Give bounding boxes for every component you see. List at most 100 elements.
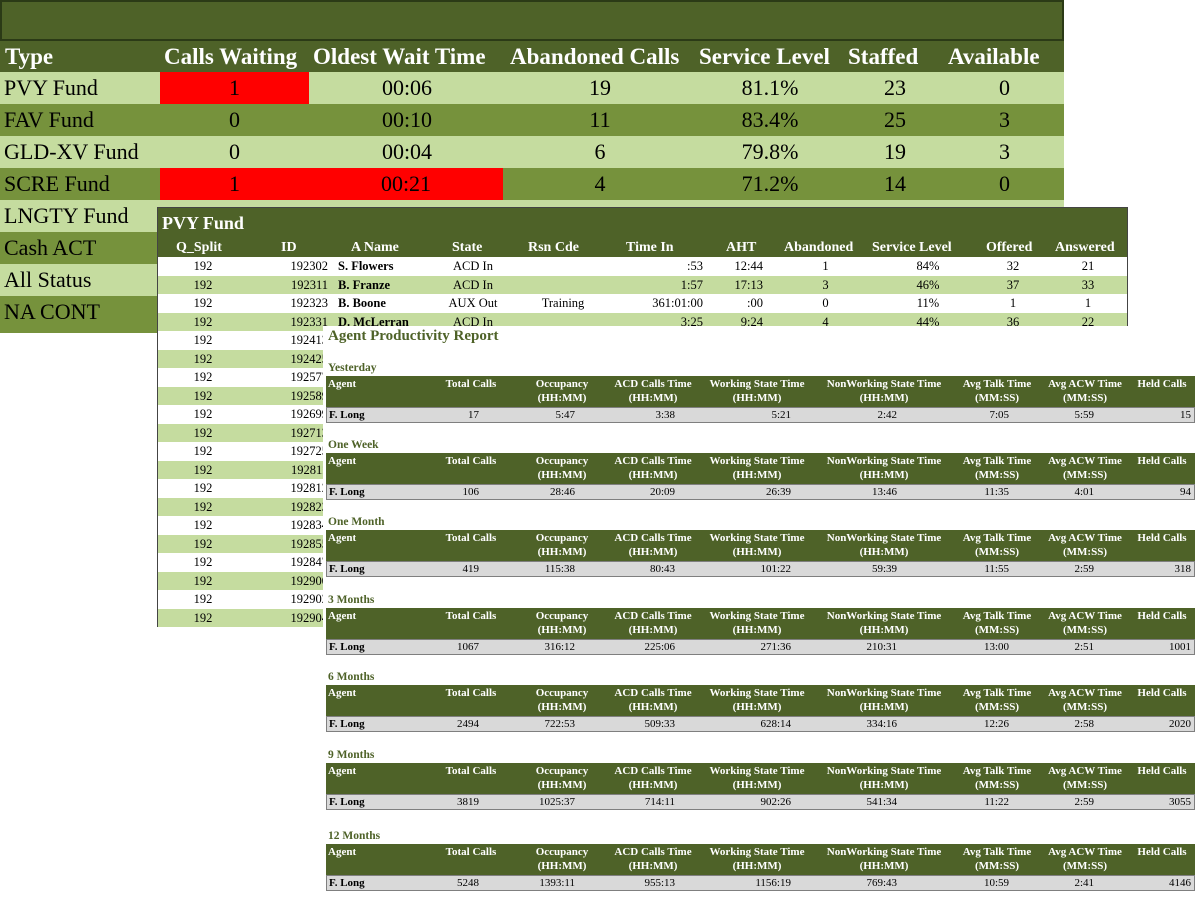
report-value: 902:26 bbox=[760, 796, 791, 808]
report-value: 3:38 bbox=[655, 409, 675, 421]
agent-q-split: 192 bbox=[193, 333, 213, 347]
report-col-header-line2: (HH:MM) bbox=[859, 392, 909, 404]
agent-q-split: 192 bbox=[193, 407, 213, 421]
agent-q-split: 192 bbox=[193, 536, 213, 551]
header-service-level: Service Level bbox=[699, 44, 830, 69]
report-col-header: Total Calls bbox=[426, 764, 516, 778]
report-col-header: Avg Talk Time (MM:SS) bbox=[954, 845, 1040, 873]
report-col-header: NonWorking State Time (HH:MM) bbox=[816, 686, 952, 714]
report-col-header: Total Calls bbox=[426, 686, 516, 700]
report-col-header-line1: Working State Time bbox=[709, 378, 805, 390]
report-col-header-line1: Total Calls bbox=[445, 846, 497, 858]
agent-q-split: 192 bbox=[193, 259, 213, 273]
abandoned-calls: 11 bbox=[589, 107, 611, 132]
report-col-header-line2: (MM:SS) bbox=[1063, 546, 1107, 558]
report-col-header: Held Calls bbox=[1130, 531, 1194, 545]
report-col-header-line2: (MM:SS) bbox=[1063, 392, 1107, 404]
report-value: 94 bbox=[1180, 486, 1191, 498]
report-col-header-line2: (MM:SS) bbox=[1063, 860, 1107, 872]
agent-answered: 22 bbox=[1081, 314, 1095, 329]
agent-q-split: 192 bbox=[193, 462, 213, 477]
section-label: 6 Months bbox=[328, 671, 375, 683]
oldest-wait-time-alert: 00:21 bbox=[309, 168, 503, 200]
report-col-header-line2: (HH:MM) bbox=[628, 779, 678, 791]
report-col-header: Avg ACW Time (MM:SS) bbox=[1042, 764, 1128, 792]
report-value: 318 bbox=[1174, 563, 1192, 575]
report-col-header-line1: Occupancy bbox=[535, 687, 589, 699]
report-col-header-line2: (HH:MM) bbox=[859, 546, 909, 558]
agent-id: 192413 bbox=[290, 333, 329, 347]
report-col-header: Held Calls bbox=[1130, 845, 1194, 859]
agent-id: 192904 bbox=[290, 610, 329, 625]
report-value: 1156:19 bbox=[755, 877, 791, 889]
report-col-header: Total Calls bbox=[426, 845, 516, 859]
agent-service-level: 46% bbox=[916, 277, 940, 292]
report-col-header: NonWorking State Time (HH:MM) bbox=[816, 764, 952, 792]
agent-time-in: 3:25 bbox=[680, 314, 703, 329]
report-data-row: F. Long 106 28:46 20:09 26:39 13:46 11:35 4:01 9… bbox=[326, 484, 1195, 500]
report-col-header-line2: (HH:MM) bbox=[628, 860, 678, 872]
section-label: 9 Months bbox=[328, 749, 375, 761]
agent-state: ACD In bbox=[453, 314, 493, 329]
report-value: 5:21 bbox=[771, 409, 791, 421]
report-col-header: Occupancy (HH:MM) bbox=[518, 609, 606, 637]
report-value: 11:22 bbox=[984, 796, 1009, 808]
report-col-header-line1: Avg Talk Time bbox=[962, 846, 1032, 858]
report-col-header-line2: (MM:SS) bbox=[1063, 701, 1107, 713]
report-col-header: Total Calls bbox=[426, 531, 516, 545]
report-value: 101:22 bbox=[760, 563, 791, 575]
report-col-header-line2: (HH:MM) bbox=[628, 392, 678, 404]
agent-id: 192855 bbox=[290, 536, 329, 551]
agent-id: 192311 bbox=[290, 277, 328, 292]
report-col-header-line2: (HH:MM) bbox=[859, 860, 909, 872]
report-value: 955:13 bbox=[644, 877, 675, 889]
report-value: 7:05 bbox=[989, 409, 1009, 421]
report-col-header-line1: Held Calls bbox=[1137, 765, 1187, 777]
header-staffed: Staffed bbox=[848, 44, 919, 69]
report-col-header-line2: (MM:SS) bbox=[1063, 624, 1107, 636]
report-value: 316:12 bbox=[544, 641, 575, 653]
report-col-header: Held Calls bbox=[1130, 686, 1194, 700]
report-col-header-line1: Avg Talk Time bbox=[962, 455, 1032, 467]
report-value: 28:46 bbox=[549, 486, 575, 498]
col-time-in: Time In bbox=[626, 240, 674, 255]
report-col-header-line2: (MM:SS) bbox=[1063, 469, 1107, 481]
report-col-header: Avg ACW Time (MM:SS) bbox=[1042, 454, 1128, 482]
agent-id: 192331 bbox=[290, 314, 329, 329]
report-value: 2:59 bbox=[1074, 563, 1094, 575]
report-col-header: Total Calls bbox=[426, 609, 516, 623]
report-table-header: Agent Total Calls Occupancy (HH:MM) ACD Call… bbox=[326, 844, 1195, 875]
report-table-header: Agent Total Calls Occupancy (HH:MM) ACD Call… bbox=[326, 685, 1195, 716]
report-col-header: Working State Time (HH:MM) bbox=[700, 377, 814, 405]
abandoned-calls: 19 bbox=[589, 75, 611, 100]
report-col-header: Held Calls bbox=[1130, 377, 1194, 391]
section-label: 3 Months bbox=[328, 594, 375, 606]
col-abandoned: Abandoned bbox=[784, 240, 854, 255]
report-col-header: ACD Calls Time (HH:MM) bbox=[608, 377, 698, 405]
report-col-header-line2: (MM:SS) bbox=[975, 779, 1019, 791]
report-value: 20:09 bbox=[649, 486, 675, 498]
agent-time-in: 1:57 bbox=[680, 277, 703, 292]
report-value: 5248 bbox=[457, 877, 479, 889]
report-col-header-line1: Held Calls bbox=[1137, 532, 1187, 544]
agent-service-level: 11% bbox=[916, 296, 940, 310]
agent-q-split: 192 bbox=[193, 444, 213, 458]
agent-row: 192 192323 B. Boone AUX Out Training 361:01:0… bbox=[158, 294, 1127, 313]
report-value: 1067 bbox=[457, 641, 479, 653]
staffed: 19 bbox=[884, 139, 906, 164]
report-col-header-line1: Agent bbox=[328, 455, 357, 467]
agent-id: 192323 bbox=[290, 296, 329, 310]
agent-abandoned: 1 bbox=[822, 259, 829, 273]
queue-type: NA CONT bbox=[4, 299, 100, 324]
report-col-header: Agent bbox=[328, 609, 388, 623]
report-value: 2:41 bbox=[1074, 877, 1094, 889]
report-agent-name: F. Long bbox=[329, 563, 365, 575]
report-col-header-line1: Held Calls bbox=[1137, 846, 1187, 858]
agent-id: 192834 bbox=[290, 518, 329, 532]
agent-row: 192 192902 bbox=[158, 590, 328, 609]
report-col-header: Avg Talk Time (MM:SS) bbox=[954, 377, 1040, 405]
agent-row: 192 192812 bbox=[158, 479, 328, 498]
report-col-header-line1: Agent bbox=[328, 532, 357, 544]
oldest-wait-time: 00:10 bbox=[381, 107, 433, 132]
report-agent-name: F. Long bbox=[329, 877, 365, 889]
